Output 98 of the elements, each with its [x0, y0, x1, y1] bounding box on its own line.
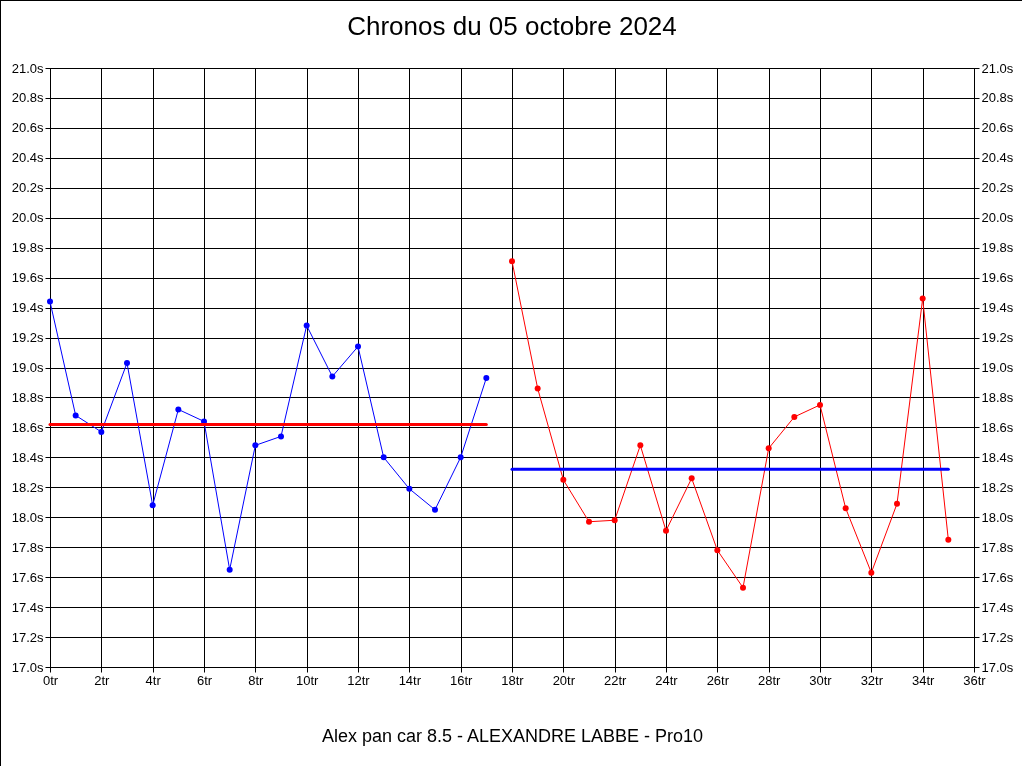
- point: [457, 454, 464, 461]
- y-tick-label: 19.6s: [11, 270, 44, 286]
- point: [919, 295, 926, 302]
- point: [278, 433, 284, 440]
- point: [380, 454, 387, 461]
- y-tick-label: 19.2s: [11, 330, 44, 346]
- y2-tick-label: 18.8s: [981, 389, 1014, 405]
- point: [406, 485, 413, 492]
- y2-tick-label: 18.6s: [981, 419, 1014, 435]
- y2-tick-label: 20.8s: [981, 90, 1014, 106]
- y2-tick-label: 19.6s: [981, 270, 1014, 286]
- point: [868, 569, 875, 576]
- y2-tick-label: 18.0s: [981, 509, 1014, 525]
- y-tick-label: 21.0s: [11, 60, 44, 76]
- y2-tick-label: 20.6s: [981, 120, 1014, 136]
- y2-tick-label: 20.4s: [981, 150, 1014, 166]
- point: [252, 442, 259, 449]
- point: [842, 505, 849, 512]
- x-tick-label: 14tr: [398, 672, 422, 688]
- x-tick-label: 0tr: [42, 672, 59, 688]
- point: [483, 374, 490, 381]
- y2-tick-label: 17.0s: [981, 659, 1014, 675]
- point: [586, 518, 592, 525]
- x-tick-label: 28tr: [757, 672, 782, 688]
- point: [509, 258, 515, 265]
- y2-tick-label: 20.0s: [981, 210, 1014, 226]
- y-tick-label: 17.2s: [11, 629, 44, 645]
- point: [329, 373, 336, 380]
- x-tick-label: 30tr: [809, 672, 833, 688]
- x-tick-label: 6tr: [196, 672, 213, 688]
- point: [765, 445, 772, 452]
- y2-tick-label: 21.0s: [981, 60, 1014, 76]
- x-tick-label: 22tr: [603, 672, 628, 688]
- x-tick-label: 26tr: [706, 672, 730, 688]
- point: [432, 506, 438, 513]
- y-tick-label: 17.6s: [11, 569, 44, 585]
- y2-tick-label: 17.6s: [981, 569, 1014, 585]
- y2-tick-label: 17.8s: [981, 539, 1014, 555]
- x-axis-title: Alex pan car 8.5 - ALEXANDRE LABBE - Pro10: [321, 725, 704, 746]
- point: [714, 547, 721, 554]
- point: [560, 476, 567, 483]
- y2-tick-label: 18.2s: [981, 479, 1014, 495]
- y2-tick-label: 17.2s: [981, 629, 1014, 645]
- y-tick-label: 17.0s: [11, 659, 44, 675]
- point: [534, 385, 541, 392]
- y-tick-label: 19.0s: [11, 360, 44, 375]
- x-tick-label: 20tr: [552, 672, 576, 688]
- point: [47, 298, 53, 305]
- x-tick-label: 8tr: [248, 672, 265, 688]
- y2-tick-label: 19.4s: [981, 300, 1014, 316]
- y-tick-label: 18.2s: [11, 479, 44, 495]
- y-tick-label: 20.6s: [11, 120, 44, 136]
- x-tick-label: 18tr: [501, 672, 525, 688]
- y-tick-label: 17.4s: [11, 599, 44, 615]
- x-tick-label: 4tr: [145, 672, 162, 688]
- point: [303, 322, 310, 329]
- x-tick-label: 16tr: [449, 672, 474, 688]
- x-tick-label: 12tr: [347, 672, 371, 688]
- y-tick-label: 19.4s: [11, 300, 44, 316]
- point: [688, 475, 695, 482]
- y-tick-label: 18.6s: [11, 419, 44, 435]
- y-tick-label: 18.8s: [11, 389, 44, 405]
- point: [791, 413, 798, 420]
- y2-tick-label: 19.2s: [981, 330, 1014, 346]
- y-tick-label: 20.8s: [11, 90, 44, 106]
- y2-tick-label: 18.4s: [981, 449, 1014, 465]
- point: [945, 536, 952, 543]
- chart-title: Chronos du 05 octobre 2024: [347, 11, 677, 41]
- point: [663, 527, 669, 534]
- x-tick-label: 10tr: [295, 672, 320, 688]
- point: [817, 401, 823, 408]
- y-tick-label: 20.0s: [11, 210, 44, 226]
- point: [894, 500, 900, 507]
- y2-tick-label: 19.0s: [981, 360, 1014, 375]
- point: [72, 412, 79, 419]
- point: [355, 343, 361, 350]
- point: [175, 406, 182, 413]
- point: [226, 566, 233, 573]
- x-tick-label: 32tr: [860, 672, 884, 688]
- y-tick-label: 20.4s: [11, 150, 44, 166]
- x-tick-label: 34tr: [911, 672, 936, 688]
- y-tick-label: 18.0s: [11, 509, 44, 525]
- y-tick-label: 17.8s: [11, 539, 44, 555]
- y-tick-label: 19.8s: [11, 240, 44, 256]
- x-tick-label: 2tr: [94, 672, 111, 688]
- point: [740, 584, 746, 591]
- point: [637, 442, 644, 449]
- y2-tick-label: 17.4s: [981, 599, 1014, 615]
- y2-tick-label: 19.8s: [981, 240, 1014, 256]
- y-tick-label: 18.4s: [11, 449, 44, 465]
- point: [98, 428, 105, 435]
- x-tick-label: 24tr: [655, 672, 679, 688]
- point: [149, 502, 156, 509]
- x-tick-label: 36tr: [963, 672, 987, 688]
- point: [611, 517, 618, 524]
- point: [124, 360, 130, 366]
- y2-tick-label: 20.2s: [981, 180, 1014, 196]
- y-tick-label: 20.2s: [11, 180, 44, 196]
